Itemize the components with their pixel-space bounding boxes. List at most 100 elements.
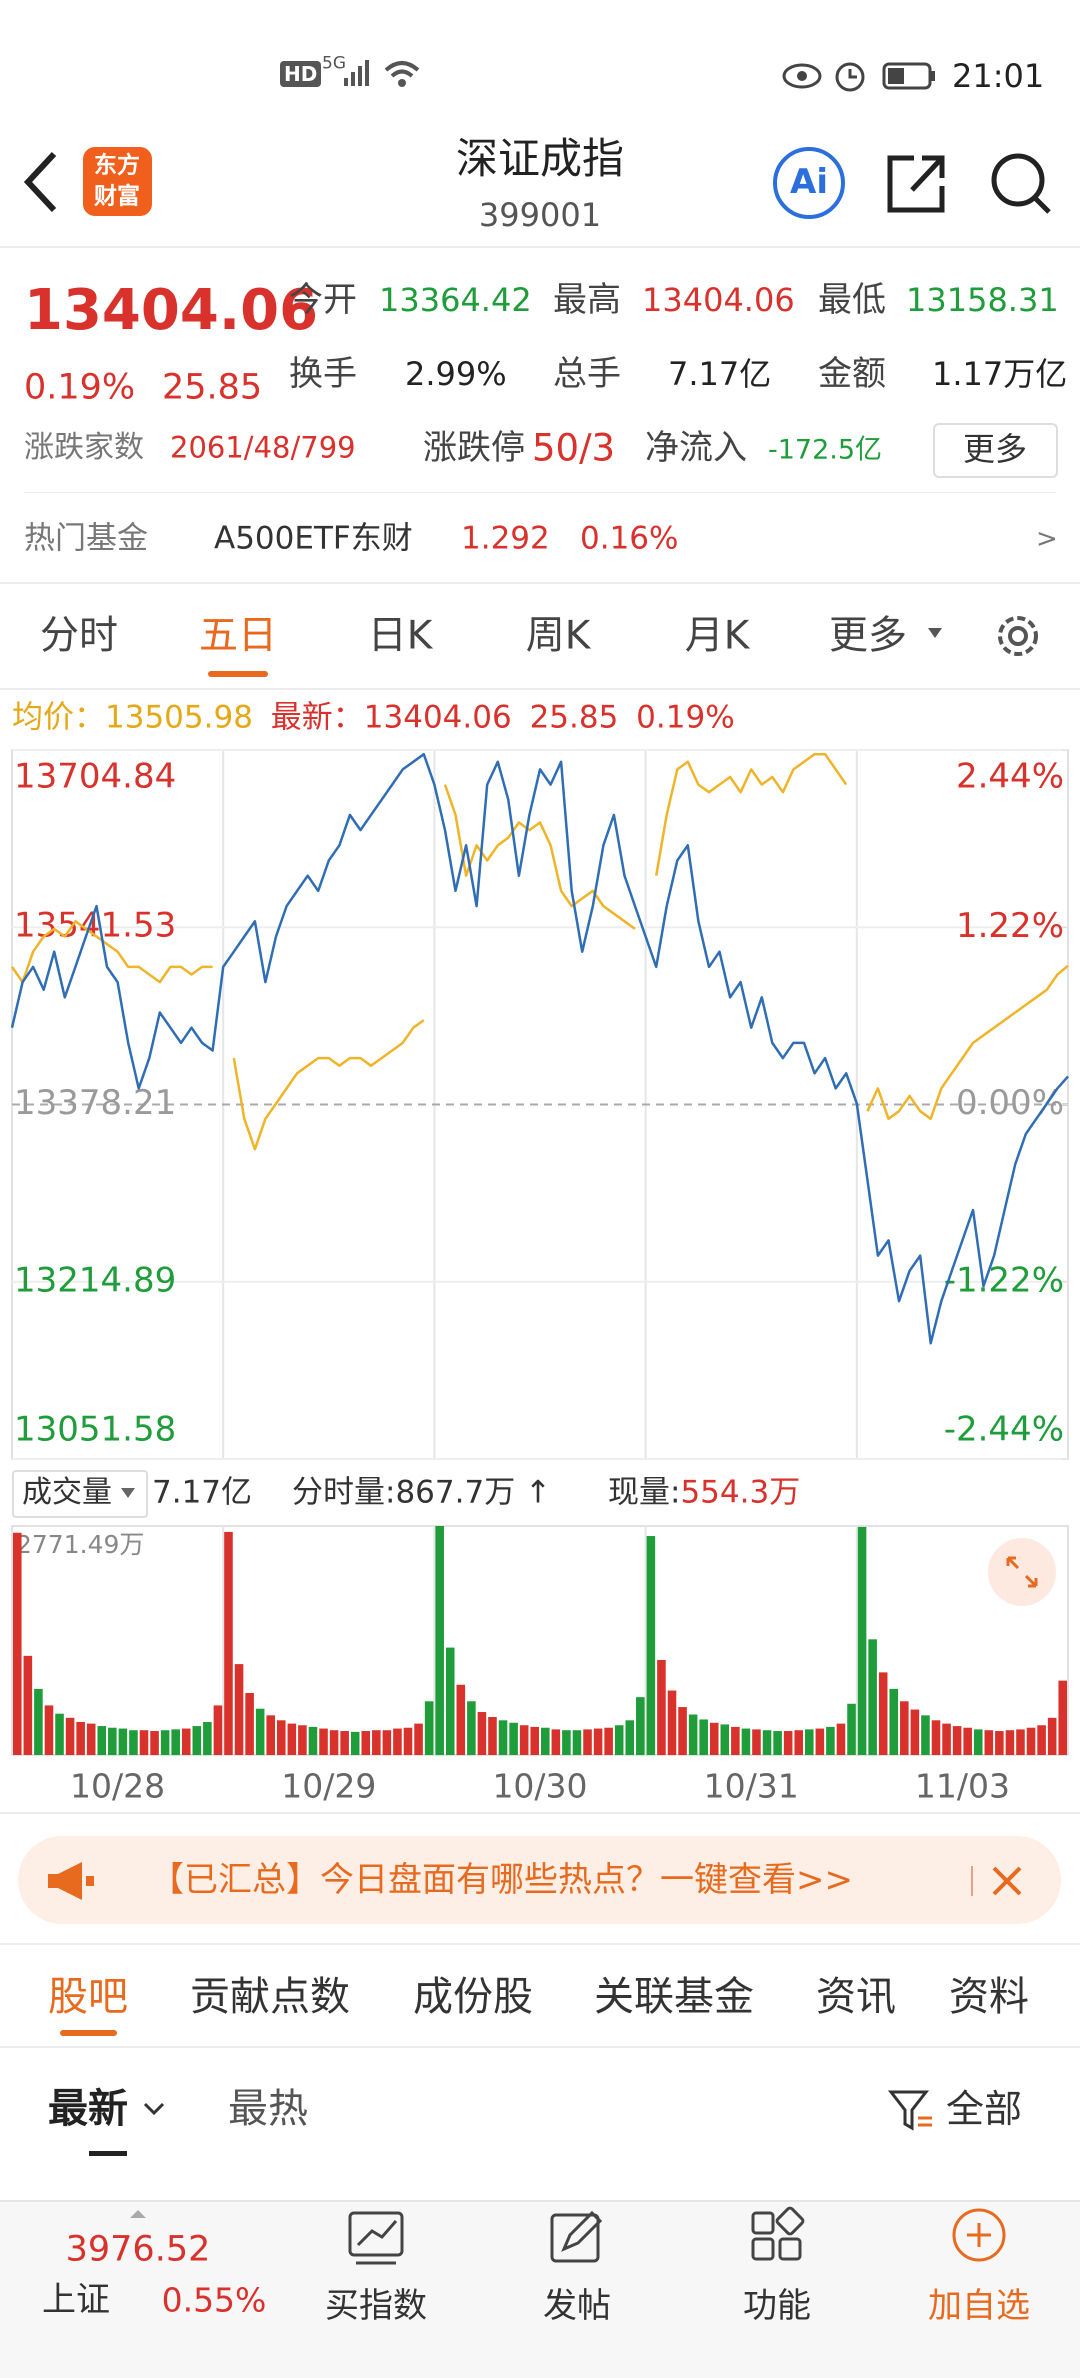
back-button[interactable] [22, 150, 62, 214]
volume-label: 成交量 [22, 1475, 112, 1510]
hot-fund-label: 热门基金 [24, 520, 148, 557]
volume-selector[interactable] [12, 1470, 148, 1518]
volume-bar [1037, 1725, 1046, 1755]
volume-bar [562, 1730, 571, 1755]
dropdown-icon [928, 628, 942, 638]
ai-button[interactable] [773, 147, 845, 219]
share-button[interactable] [887, 155, 945, 213]
volume-bar [625, 1720, 635, 1755]
fund-price: 1.292 [461, 520, 550, 557]
volume-bar [329, 1730, 339, 1755]
sh-name: 上证 [42, 2280, 110, 2320]
volume-bar [646, 1536, 656, 1755]
x-tick-label: 10/28 [70, 1767, 165, 1806]
volume-bar [963, 1727, 972, 1755]
volume-bar [741, 1728, 751, 1755]
volume-bar [108, 1727, 117, 1755]
nav-item[interactable]: 发帖 [543, 2286, 611, 2326]
minute-volume: 分时量:867.7万 ↑ [292, 1477, 551, 1509]
volume-bar [192, 1726, 202, 1755]
volume-bar [910, 1709, 920, 1755]
sort-latest[interactable]: 最新 [48, 2086, 128, 2132]
volume-bar [773, 1731, 782, 1755]
header-icons [887, 153, 1051, 214]
last-price: 13404.06 [24, 278, 319, 343]
volume-bar [709, 1722, 719, 1755]
settings-button[interactable] [990, 608, 1046, 664]
x-tick-label: 10/31 [704, 1767, 799, 1806]
period-tab[interactable]: 月K [684, 613, 750, 659]
nav-item[interactable]: 功能 [743, 2286, 811, 2326]
volume-bar [213, 1705, 223, 1755]
content-tab[interactable]: 资讯 [816, 1974, 896, 2020]
y-tick-label: 13214.89 [14, 1260, 176, 1300]
volume-bar [530, 1726, 539, 1755]
stat-label: 最低 [818, 280, 886, 320]
nav-item[interactable]: 加自选 [928, 2286, 1030, 2326]
stat-label: 最高 [553, 280, 621, 320]
stat-value: 13364.42 [379, 281, 532, 319]
volume-bar [234, 1664, 244, 1755]
volume-bar [551, 1729, 561, 1755]
volume-bar [160, 1730, 170, 1755]
volume-bar [878, 1672, 888, 1755]
news-banner[interactable] [18, 1836, 1061, 1924]
volume-bar [667, 1690, 677, 1755]
volume-bar [445, 1647, 455, 1755]
fund-arrow[interactable]: > [1036, 524, 1058, 554]
volume-bar [868, 1639, 877, 1755]
sh-price[interactable]: 3976.52 [65, 2229, 211, 2270]
content-tab[interactable]: 资料 [949, 1974, 1029, 2020]
content-tab[interactable]: 股吧 [48, 1974, 128, 2020]
period-tab[interactable]: 更多 [828, 613, 908, 659]
y2-tick-label: 2.44% [956, 757, 1064, 797]
change: 25.85 [162, 367, 263, 408]
breadth-label: 涨跌家数 [24, 430, 144, 465]
volume-bar [44, 1705, 54, 1755]
period-tab[interactable]: 分时 [39, 613, 119, 659]
volume-bar [794, 1730, 803, 1755]
content-tab[interactable]: 成份股 [413, 1974, 533, 2020]
x-tick-label: 11/03 [915, 1767, 1010, 1806]
net-inflow: -172.5亿 [768, 434, 883, 466]
y-tick-label: 13051.58 [14, 1410, 176, 1450]
volume-total: 7.17亿 [152, 1474, 253, 1511]
ai-label: Ai [790, 162, 828, 202]
volume-frame [11, 1525, 1069, 1756]
filter-all[interactable]: 全部 [946, 2087, 1023, 2131]
volume-bar [931, 1720, 941, 1755]
change-pct: 0.19% [24, 367, 136, 408]
volume-bar [203, 1721, 212, 1755]
search-button[interactable] [991, 153, 1045, 207]
current-volume: 现量:554.3万 [608, 1477, 800, 1509]
x-tick-label: 10/30 [492, 1767, 587, 1806]
period-tab[interactable]: 日K [367, 613, 433, 659]
volume-bar [688, 1714, 698, 1755]
volume-bar [836, 1723, 846, 1755]
volume-bar [97, 1726, 107, 1755]
x-tick-label: 10/29 [281, 1767, 376, 1806]
volume-bar [477, 1712, 487, 1755]
fund-change: 0.16% [580, 520, 679, 557]
volume-bar [435, 1526, 444, 1755]
expand-button[interactable] [986, 1536, 1058, 1608]
content-tab[interactable]: 关联基金 [594, 1974, 754, 2020]
period-tab[interactable]: 五日 [198, 613, 278, 659]
volume-bar [277, 1720, 286, 1755]
content-tab[interactable]: 贡献点数 [190, 1974, 350, 2020]
fund-name[interactable]: A500ETF东财 [214, 520, 413, 557]
nav-item[interactable]: 买指数 [325, 2286, 427, 2326]
volume-bar [900, 1701, 909, 1755]
volume-bar [372, 1730, 381, 1755]
volume-bar [498, 1720, 508, 1755]
chart: 13704.84 2.44%13541.53 1.22%13378.21 0.00%1… [10, 749, 1069, 1806]
volume-bar [889, 1688, 899, 1755]
volume-bar [541, 1727, 550, 1755]
volume-bar [720, 1724, 730, 1755]
sort-hot[interactable]: 最热 [228, 2086, 308, 2132]
volume-bar [572, 1730, 582, 1755]
more-button[interactable] [933, 423, 1058, 478]
volume-bar [805, 1729, 814, 1755]
banner-close[interactable] [968, 1860, 1038, 1902]
period-tab[interactable]: 周K [525, 613, 591, 659]
